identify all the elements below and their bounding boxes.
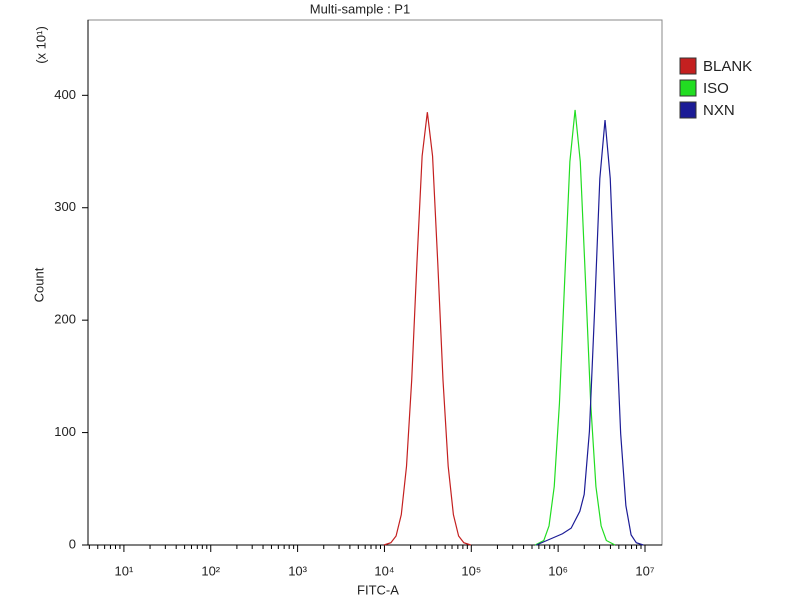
chart-title: Multi-sample : P1 bbox=[310, 1, 410, 16]
y-multiplier: (x 10¹) bbox=[33, 26, 48, 64]
histogram-line bbox=[383, 112, 471, 546]
legend-label: BLANK bbox=[703, 58, 752, 75]
y-tick-label: 200 bbox=[54, 312, 76, 327]
y-tick-label: 0 bbox=[69, 536, 76, 551]
x-tick-label: 10³ bbox=[288, 563, 307, 578]
legend-label: ISO bbox=[703, 80, 729, 97]
legend-swatch bbox=[679, 79, 697, 97]
legend-swatch bbox=[679, 57, 697, 75]
legend-label: NXN bbox=[703, 102, 735, 119]
y-axis-label: Count bbox=[31, 267, 46, 302]
histogram-line bbox=[536, 119, 644, 546]
x-tick-label: 10² bbox=[201, 563, 220, 578]
x-tick-label: 10⁵ bbox=[461, 563, 481, 578]
y-tick-label: 100 bbox=[54, 424, 76, 439]
x-axis-label: FITC-A bbox=[357, 582, 399, 597]
x-tick-label: 10⁶ bbox=[548, 563, 568, 578]
y-tick-label: 400 bbox=[54, 87, 76, 102]
x-tick-label: 10¹ bbox=[115, 563, 134, 578]
x-tick-label: 10⁴ bbox=[374, 563, 394, 578]
legend-swatch bbox=[679, 101, 697, 119]
histogram-line bbox=[534, 109, 616, 546]
x-tick-label: 10⁷ bbox=[635, 563, 654, 578]
plot-frame bbox=[87, 19, 663, 546]
y-tick-label: 300 bbox=[54, 199, 76, 214]
